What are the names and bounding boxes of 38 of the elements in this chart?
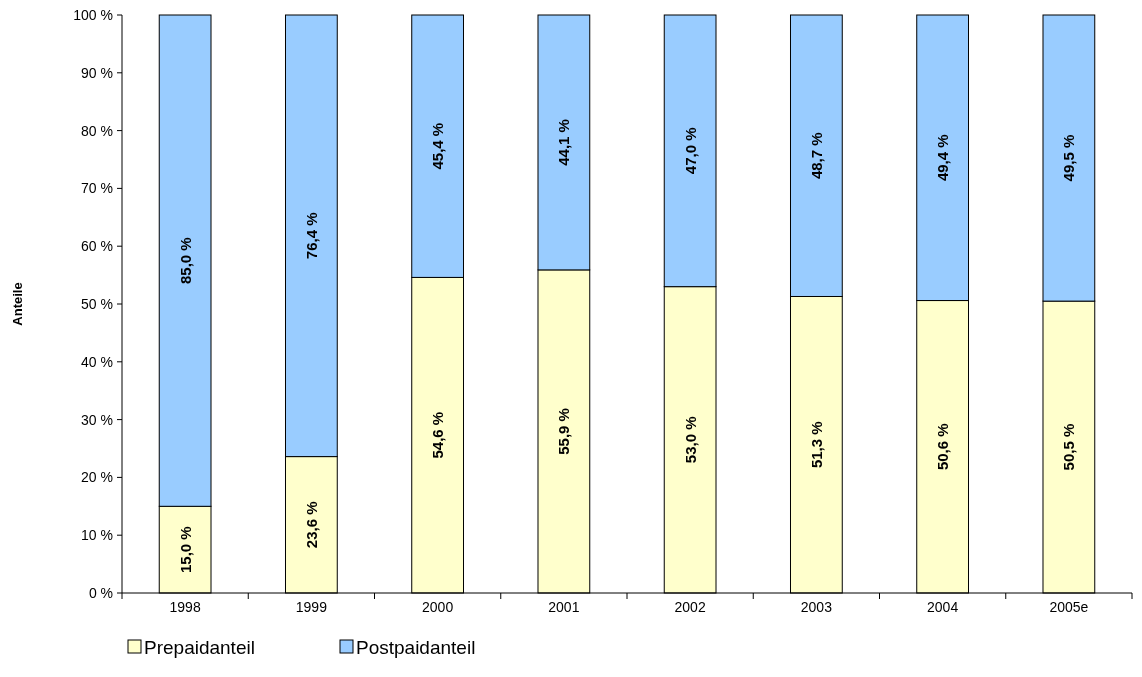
data-label: 49,5 %: [1060, 134, 1078, 182]
data-label: 85,0 %: [176, 237, 194, 284]
data-label: 50,5 %: [1060, 423, 1078, 471]
y-tick-label: 80 %: [81, 122, 113, 139]
legend-label: Postpaidanteil: [356, 636, 476, 658]
data-label: 50,6 %: [934, 423, 952, 471]
data-label: 23,6 %: [302, 501, 320, 549]
data-label: 44,1 %: [555, 119, 573, 166]
data-label: 76,4 %: [302, 212, 320, 260]
y-tick-label: 20 %: [81, 469, 113, 486]
data-label: 54,6 %: [429, 411, 447, 459]
data-label: 53,0 %: [681, 416, 699, 464]
data-label: 48,7 %: [807, 132, 825, 180]
y-tick-label: 50 %: [81, 296, 113, 312]
legend-label: Prepaidanteil: [144, 636, 255, 658]
x-tick-label: 2000: [422, 599, 454, 615]
data-label: 49,4 %: [934, 134, 952, 182]
y-tick-label: 100 %: [73, 7, 113, 23]
x-tick-label: 2004: [927, 599, 959, 615]
x-tick-label: 1999: [295, 599, 328, 615]
x-tick-label: 2002: [674, 599, 706, 615]
y-axis-title: Anteile: [10, 282, 25, 326]
data-label: 51,3 %: [807, 421, 825, 469]
data-label: 47,0 %: [681, 127, 699, 175]
y-tick-label: 60 %: [81, 238, 113, 255]
data-label: 55,9 %: [555, 408, 573, 455]
x-tick-label: 1998: [169, 599, 201, 615]
data-label: 15,0 %: [176, 526, 194, 573]
y-tick-label: 40 %: [81, 353, 113, 370]
x-tick-label: 2005e: [1049, 599, 1089, 615]
y-tick-label: 30 %: [81, 411, 113, 428]
y-tick-label: 70 %: [81, 180, 113, 197]
y-tick-label: 10 %: [81, 527, 113, 544]
y-tick-label: 90 %: [81, 64, 113, 81]
y-tick-label: 0 %: [88, 585, 113, 601]
data-label: 45,4 %: [429, 122, 447, 170]
x-tick-label: 2003: [800, 599, 833, 615]
x-tick-label: 2001: [548, 599, 580, 615]
